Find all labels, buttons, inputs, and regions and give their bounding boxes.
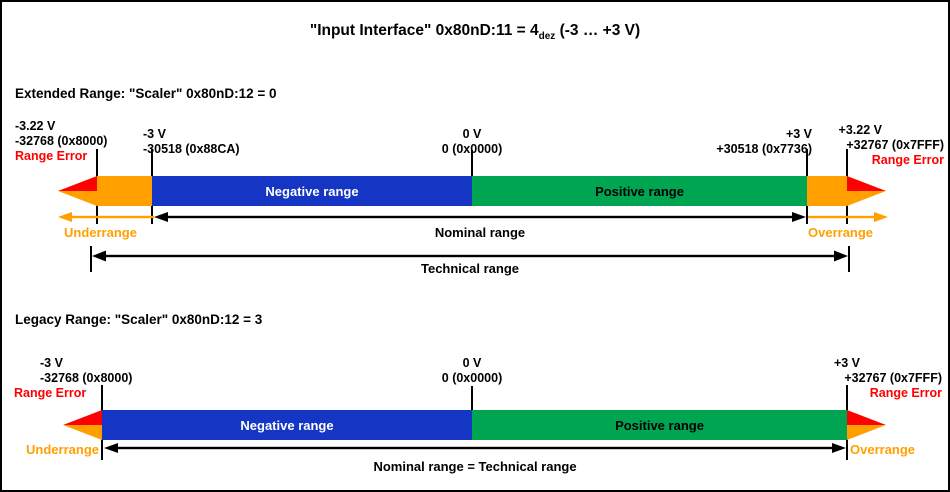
value-label: -32768 (0x8000)	[40, 371, 133, 385]
negative-range-segment: Negative range	[152, 176, 472, 206]
title-main: "Input Interface" 0x80nD:11 = 4	[309, 22, 539, 39]
extended-label-left: -3 V -30518 (0x88CA)	[143, 127, 240, 157]
nominal-technical-range-arrow-icon	[104, 443, 846, 453]
title-subscript: dez	[538, 31, 556, 43]
range-error-label: Range Error	[14, 386, 87, 400]
positive-range-label: Positive range	[595, 183, 684, 199]
range-error-label: Range Error	[871, 153, 944, 167]
nominal-range-label: Nominal range	[434, 225, 526, 240]
range-error-arrowhead-left-icon	[63, 410, 102, 440]
overrange-label: Overrange	[808, 225, 874, 240]
tick-zero-v	[471, 150, 473, 176]
range-error-label: Range Error	[869, 386, 942, 400]
nominal-technical-range-label: Nominal range = Technical range	[373, 459, 577, 474]
positive-range-label: Positive range	[615, 417, 704, 433]
value-label: -30518 (0x88CA)	[143, 142, 240, 156]
underrange-segment	[97, 176, 152, 206]
diagram-title: "Input Interface" 0x80nD:11 = 4dez (-3 ……	[2, 22, 948, 42]
value-label: 0 (0x0000)	[441, 142, 503, 156]
value-label: -3 V	[143, 127, 166, 141]
range-error-arrowhead-right-icon	[847, 176, 886, 206]
value-label: +32767 (0x7FFF)	[844, 371, 942, 385]
negative-range-label: Negative range	[265, 183, 359, 199]
range-error-label: Range Error	[15, 149, 88, 163]
nominal-range-arrow-icon	[154, 212, 806, 222]
value-label: -3 V	[40, 356, 63, 370]
underrange-arrow-icon	[58, 212, 154, 222]
value-label: +3 V	[833, 356, 860, 370]
extended-label-far-right: +3.22 V +32767 (0x7FFF) Range Error	[820, 123, 944, 168]
legacy-section-header: Legacy Range: "Scaler" 0x80nD:12 = 3	[15, 312, 263, 327]
extended-section-header: Extended Range: "Scaler" 0x80nD:12 = 0	[15, 86, 277, 101]
value-label: +3 V	[785, 127, 812, 141]
extended-label-far-left: -3.22 V -32768 (0x8000) Range Error	[15, 119, 107, 164]
underrange-label: Underrange	[26, 442, 99, 457]
extended-label-center: 0 V 0 (0x0000)	[397, 127, 547, 157]
value-label: 0 V	[462, 356, 482, 370]
positive-range-segment: Positive range	[472, 410, 847, 440]
title-tail: (-3 … +3 V)	[555, 22, 641, 39]
legacy-label-right: +3 V +32767 (0x7FFF) Range Error	[816, 356, 942, 401]
overrange-segment	[807, 176, 847, 206]
value-label: +32767 (0x7FFF)	[846, 138, 944, 152]
legacy-label-center: 0 V 0 (0x0000)	[397, 356, 547, 386]
technical-range-arrow-icon	[90, 246, 850, 272]
underrange-label: Underrange	[64, 225, 137, 240]
value-label: +3.22 V	[838, 123, 882, 137]
extended-label-right: +3 V +30518 (0x7736)	[662, 127, 812, 157]
overrange-label: Overrange	[850, 442, 916, 457]
value-label: +30518 (0x7736)	[716, 142, 812, 156]
positive-range-segment: Positive range	[472, 176, 807, 206]
value-label: -32768 (0x8000)	[15, 134, 108, 148]
value-label: 0 V	[462, 127, 482, 141]
negative-range-segment: Negative range	[102, 410, 472, 440]
value-label: -3.22 V	[15, 119, 56, 133]
value-label: 0 (0x0000)	[441, 371, 503, 385]
technical-range-label: Technical range	[420, 261, 519, 276]
overrange-arrow-icon	[808, 212, 888, 222]
legacy-label-left: -3 V -32768 (0x8000) Range Error	[14, 356, 132, 401]
range-error-arrowhead-left-icon	[58, 176, 97, 206]
range-error-arrowhead-right-icon	[847, 410, 886, 440]
negative-range-label: Negative range	[240, 417, 334, 433]
tick-zero-v-legacy	[471, 386, 473, 410]
